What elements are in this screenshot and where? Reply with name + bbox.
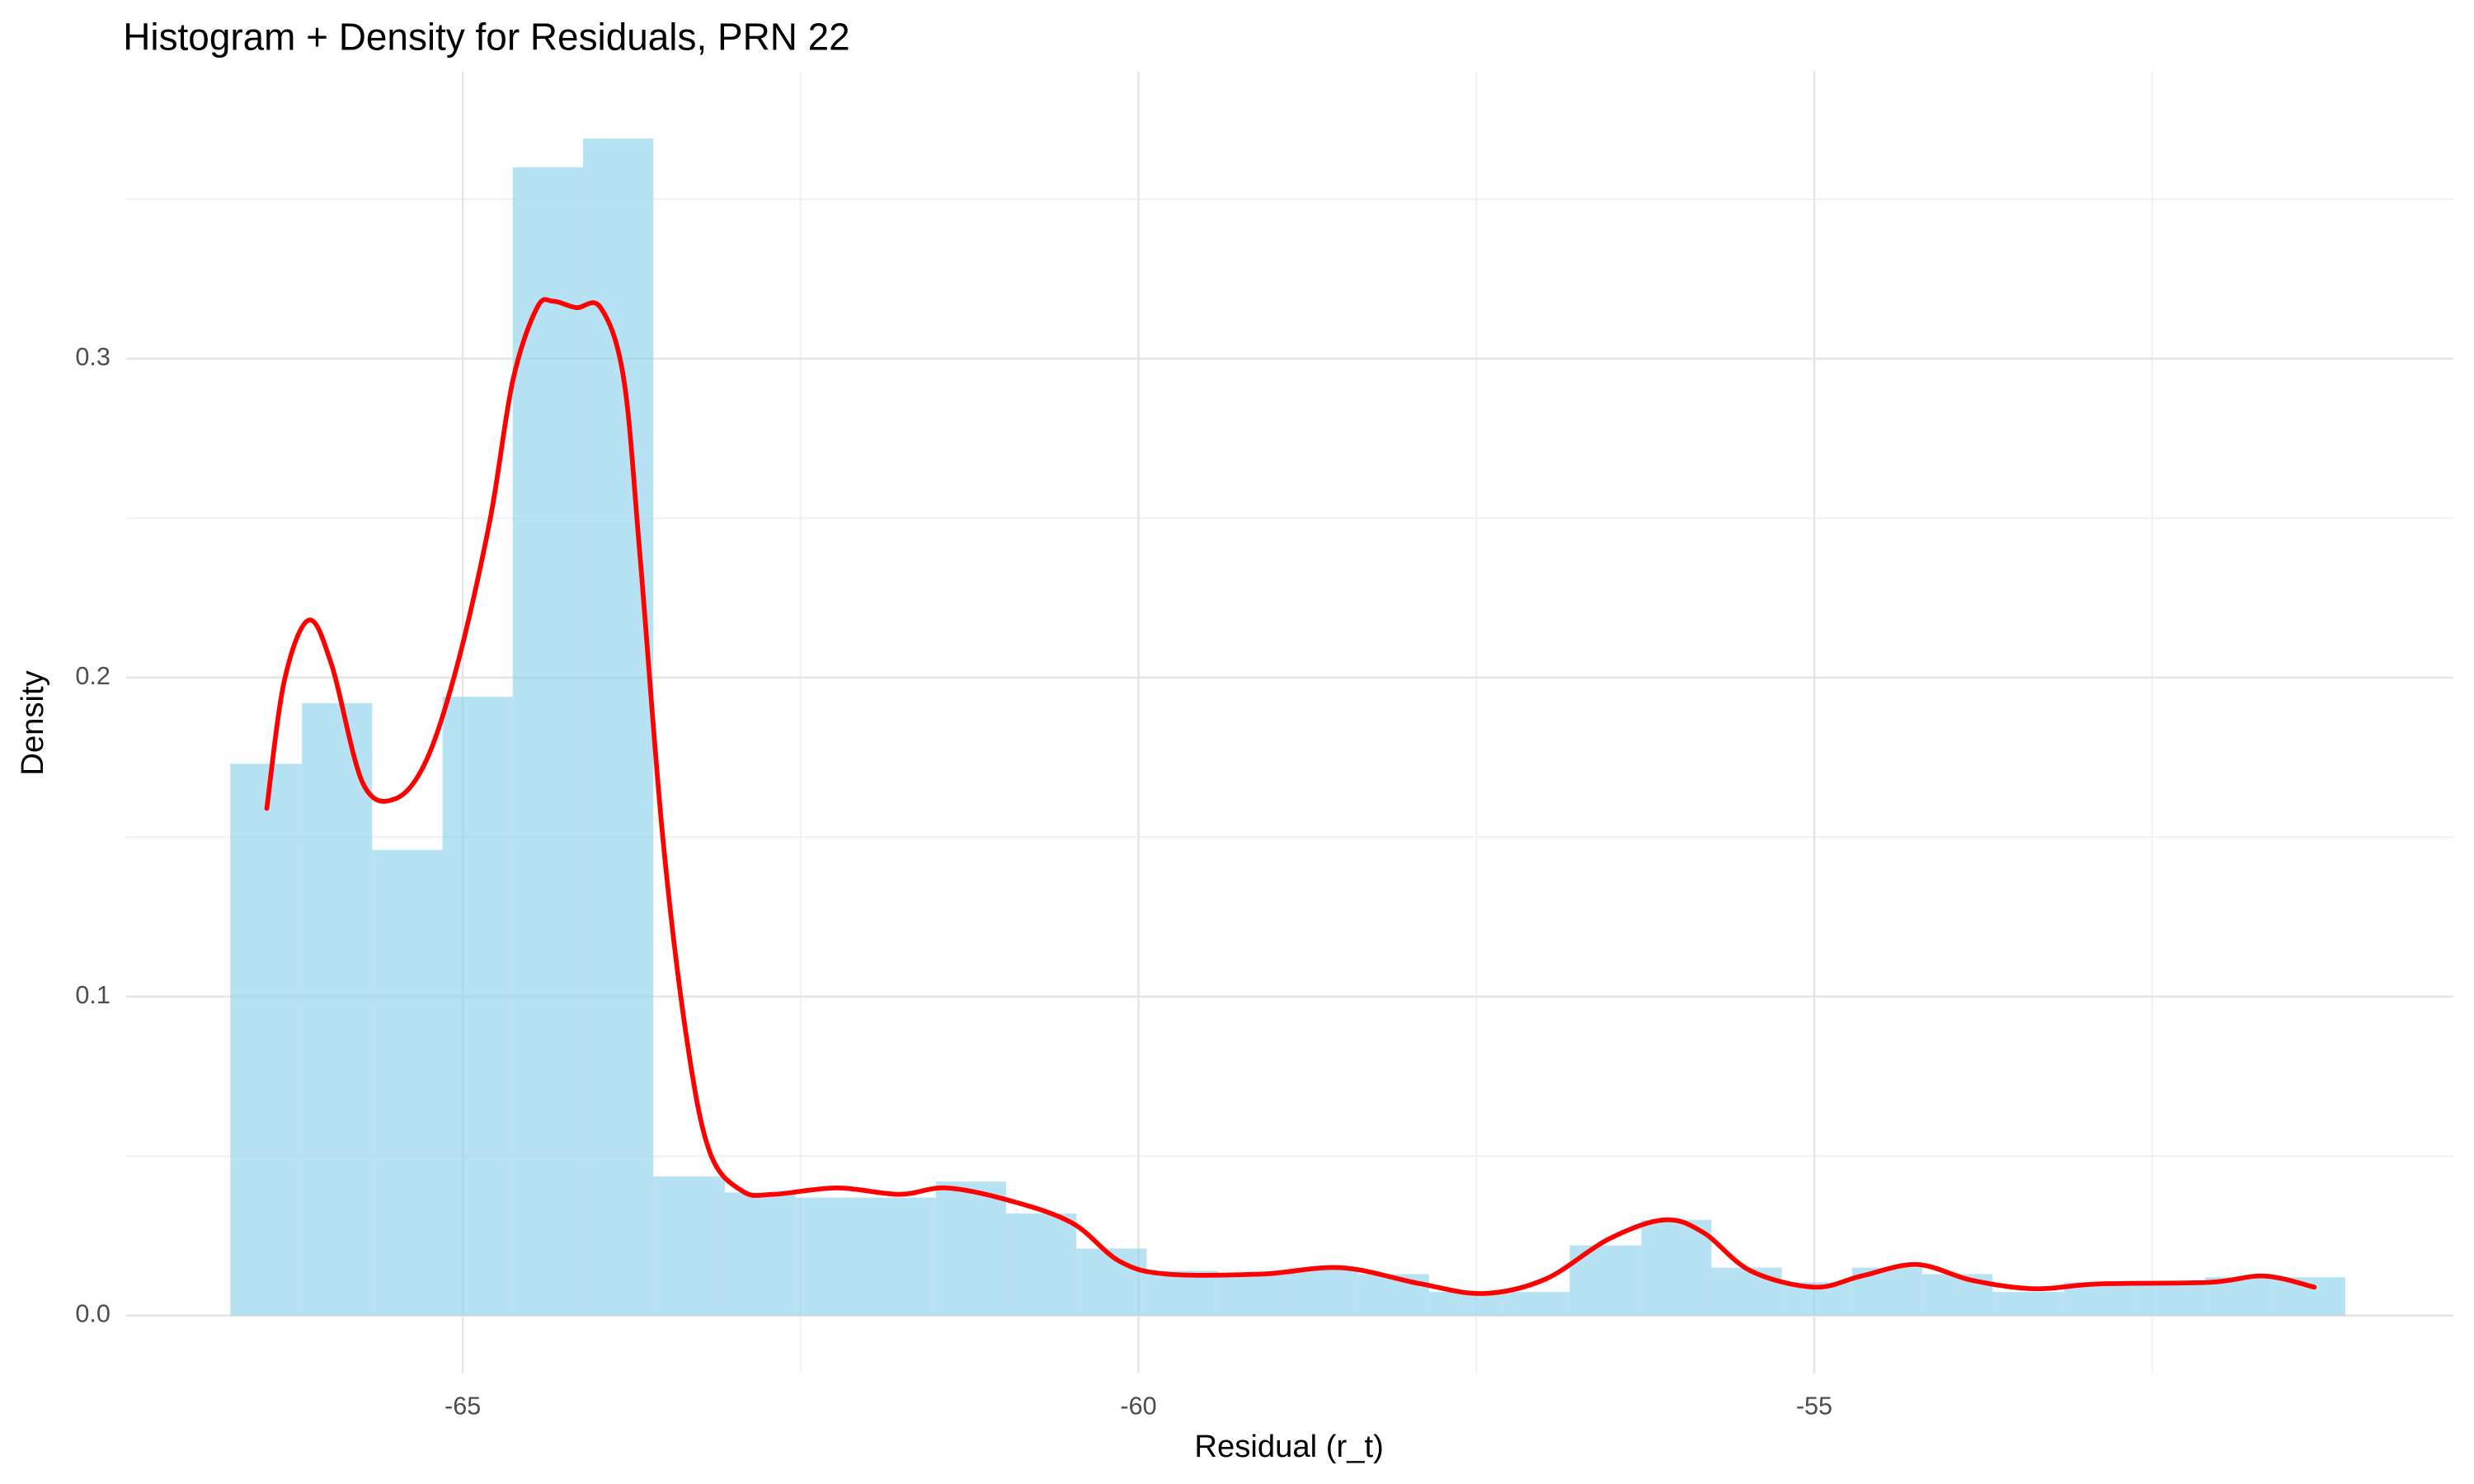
histogram-bar	[1641, 1219, 1712, 1316]
y-tick-label: 0.1	[75, 981, 111, 1009]
histogram-bar	[1499, 1292, 1570, 1316]
chart-title: Histogram + Density for Residuals, PRN 2…	[123, 16, 849, 59]
y-tick-label: 0.2	[75, 662, 111, 690]
histogram-bar	[725, 1192, 796, 1316]
x-tick-label: -65	[444, 1392, 481, 1420]
histogram-bar	[582, 139, 654, 1316]
histogram-bar	[1711, 1267, 1782, 1316]
histogram-bar	[302, 702, 373, 1316]
histogram-bar	[1146, 1270, 1219, 1316]
y-tick-label: 0.0	[75, 1300, 111, 1328]
histogram-bar	[512, 167, 583, 1316]
y-axis-title: Density	[15, 669, 50, 775]
histogram-bar	[1428, 1292, 1500, 1316]
histogram-bar	[1288, 1267, 1359, 1316]
x-axis-title: Residual (r_t)	[1194, 1429, 1384, 1464]
x-tick-label: -60	[1120, 1392, 1156, 1420]
histogram-bar	[230, 763, 303, 1316]
histogram-bar	[865, 1197, 936, 1316]
x-tick-label: -55	[1796, 1392, 1832, 1420]
histogram-bar	[1005, 1213, 1077, 1316]
histogram-bar	[935, 1181, 1006, 1316]
histogram-bar	[442, 697, 513, 1316]
histogram-bar	[795, 1197, 866, 1316]
histogram-bar	[372, 849, 443, 1316]
histogram-bar	[653, 1176, 726, 1316]
histogram-bar	[2134, 1282, 2205, 1316]
histogram-bar	[1992, 1292, 2065, 1316]
density-line	[264, 297, 2317, 1296]
histogram-bar	[1076, 1248, 1147, 1316]
histogram-bar	[2274, 1277, 2346, 1316]
histogram-bar	[1358, 1274, 1429, 1316]
y-tick-label: 0.3	[75, 343, 111, 371]
histogram-bar	[1218, 1274, 1289, 1316]
